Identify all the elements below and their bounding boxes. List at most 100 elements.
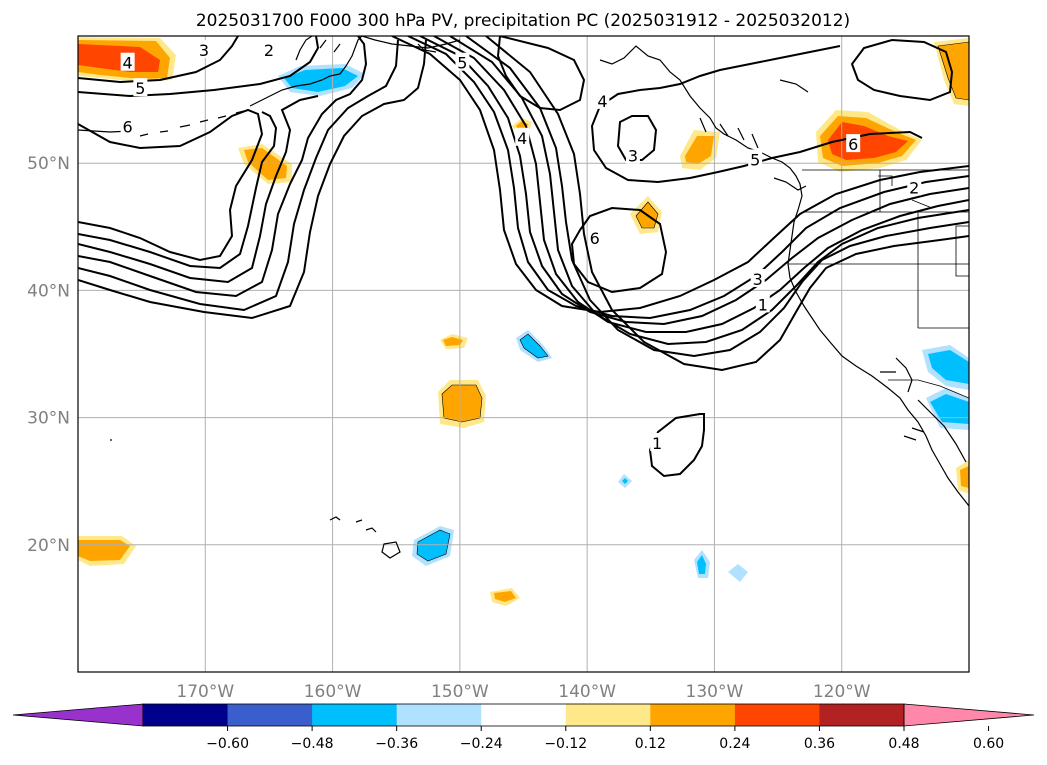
contour-label-mask — [595, 90, 610, 109]
colorbar-tick-label: 0.60 — [973, 736, 1004, 752]
colorbar-tick-label: 0.48 — [888, 736, 919, 752]
map-frame — [77, 35, 970, 673]
contour-label: 3 — [753, 270, 763, 289]
latitude-tick-labels: 20°N 30°N 40°N 50°N — [27, 154, 70, 556]
contour-label: 4 — [123, 54, 133, 73]
pv-contour — [639, 45, 841, 91]
lat-tick-label: 40°N — [27, 281, 70, 301]
colorbar-tick-label: 0.24 — [719, 736, 750, 752]
contour-label-mask — [846, 134, 861, 153]
pv-contour — [433, 36, 969, 333]
contour-label-mask — [197, 39, 212, 58]
coastlines — [78, 36, 969, 559]
contour-label-mask — [907, 177, 922, 196]
contour-label: 5 — [750, 150, 760, 169]
colorbar-segment — [650, 704, 736, 726]
contour-label: 3 — [628, 147, 638, 166]
pv-contour — [485, 36, 969, 372]
contour-label: 5 — [135, 79, 145, 98]
contour-label-mask — [587, 228, 602, 247]
precip-area — [244, 148, 287, 180]
colorbar-extend-min — [12, 703, 144, 727]
colorbar-segment — [481, 704, 567, 726]
pv-contour — [78, 39, 427, 320]
contour-label: 3 — [199, 41, 209, 60]
colorbar-segment — [312, 704, 398, 726]
precip-area — [494, 591, 516, 602]
pv-contour — [496, 36, 586, 112]
precip-area — [685, 136, 714, 164]
colorbar-segment — [227, 704, 313, 726]
colorbar-segment — [565, 704, 651, 726]
pv-contour — [590, 89, 923, 184]
contour-label: 1 — [652, 434, 662, 453]
precip-area — [960, 466, 969, 488]
pv-contour — [78, 108, 264, 262]
contour-label-mask — [515, 127, 530, 146]
precip-area — [728, 564, 748, 582]
pv-contour — [78, 111, 278, 270]
colorbar-tick-label: −0.60 — [206, 736, 249, 752]
pv-contour — [78, 39, 399, 312]
precip-area — [78, 44, 160, 72]
contour-label: 1 — [758, 295, 768, 314]
contour-label: 2 — [909, 178, 919, 197]
pv-contour — [648, 413, 705, 478]
precip-area — [697, 555, 706, 574]
lon-tick-label: 140°W — [558, 682, 616, 702]
contour-label-mask — [120, 52, 135, 71]
pv-contour — [407, 36, 969, 320]
pv-contour — [616, 115, 658, 161]
colorbar-tick-label: 0.36 — [804, 736, 835, 752]
pv-contour — [465, 36, 969, 358]
colorbar-segment — [734, 704, 820, 726]
contour-label: 6 — [123, 117, 133, 136]
contour-label-mask — [455, 52, 470, 71]
graticule-grid — [78, 36, 969, 672]
colorbar-segment — [819, 704, 905, 726]
contour-label: 4 — [517, 129, 527, 148]
precip-area — [520, 334, 548, 358]
political-borders — [788, 169, 969, 399]
lon-tick-label: 170°W — [176, 682, 234, 702]
pv-contour — [449, 36, 969, 346]
chart-title: 2025031700 F000 300 hPa PV, precipitatio… — [196, 11, 850, 31]
pv-contours — [78, 36, 969, 478]
contour-label-mask — [261, 39, 276, 58]
pv-contour — [850, 38, 954, 102]
contour-label-mask — [755, 294, 770, 313]
precip-area — [622, 478, 628, 484]
colorbar-segment — [143, 704, 229, 726]
lon-tick-label: 150°W — [431, 682, 489, 702]
longitude-tick-labels: 170°W 160°W 150°W 140°W 130°W 120°W — [176, 682, 870, 702]
colorbar-tick-label: −0.36 — [375, 736, 418, 752]
pv-contour — [78, 95, 319, 284]
precip-area — [938, 42, 969, 100]
contour-label: 6 — [848, 135, 858, 154]
colorbar-outline — [142, 703, 905, 727]
contour-label-mask — [133, 78, 148, 97]
precip-area — [417, 530, 450, 561]
colorbar-extend-max — [903, 703, 1035, 727]
colorbar: −0.60 −0.48 −0.36 −0.24 −0.12 0.12 0.24 0.36 0.4… — [12, 703, 1035, 752]
pv-contour — [419, 36, 969, 326]
precip-area — [442, 385, 482, 422]
contour-label: 4 — [597, 92, 607, 111]
pv-contour — [78, 36, 239, 84]
lat-tick-label: 50°N — [27, 154, 70, 174]
pv-contour — [570, 206, 668, 294]
pv-contour — [78, 36, 368, 298]
precip-area — [930, 394, 969, 424]
contour-label: 6 — [590, 229, 600, 248]
lon-tick-label: 120°W — [813, 682, 871, 702]
colorbar-tick-label: −0.24 — [460, 736, 503, 752]
contour-label-mask — [748, 149, 763, 168]
precipitation-fills — [78, 37, 969, 606]
contour-label-mask — [750, 268, 765, 287]
colorbar-segment — [396, 704, 482, 726]
lon-tick-label: 130°W — [686, 682, 744, 702]
lon-tick-label: 160°W — [304, 682, 362, 702]
contour-label-mask — [120, 116, 135, 135]
